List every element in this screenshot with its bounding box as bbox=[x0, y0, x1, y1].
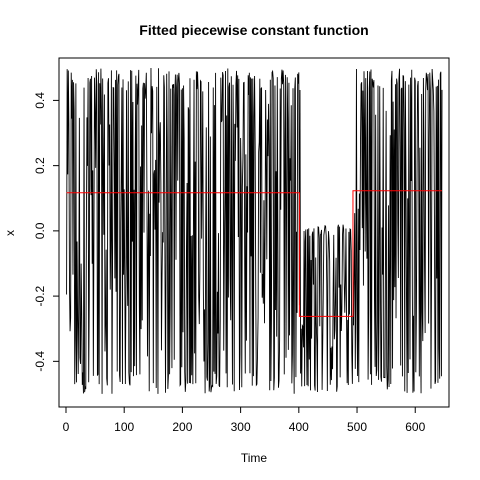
y-tick-label: 0.4 bbox=[33, 92, 47, 109]
series-fitted-line bbox=[66, 190, 443, 317]
x-tick-label: 0 bbox=[63, 420, 70, 434]
plot-frame bbox=[58, 57, 450, 408]
x-axis-label: Time bbox=[241, 451, 268, 465]
y-tick-label: -0.2 bbox=[33, 285, 47, 306]
y-tick-label: 0.0 bbox=[33, 222, 47, 239]
chart-title: Fitted piecewise constant function bbox=[139, 22, 368, 38]
series-signal-line bbox=[66, 67, 443, 394]
x-tick-label: 500 bbox=[347, 420, 367, 434]
x-tick-label: 100 bbox=[114, 420, 134, 434]
x-tick-label: 200 bbox=[172, 420, 192, 434]
y-tick-label: -0.4 bbox=[33, 351, 47, 372]
y-axis-label: x bbox=[3, 230, 17, 236]
x-tick-label: 600 bbox=[405, 420, 425, 434]
series-layer bbox=[66, 67, 443, 394]
y-tick-label: 0.2 bbox=[33, 157, 47, 174]
x-tick-label: 300 bbox=[231, 420, 251, 434]
x-tick-label: 400 bbox=[289, 420, 309, 434]
